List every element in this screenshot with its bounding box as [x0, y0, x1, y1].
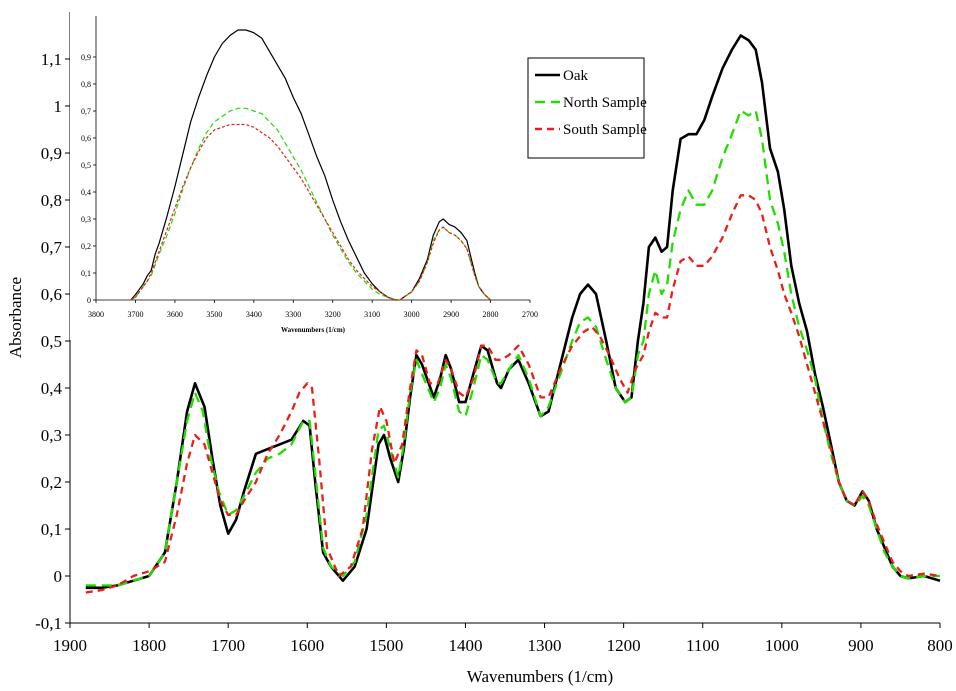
inset-x-tick-label: 3200: [325, 310, 341, 319]
inset-y-tick-label: 0,7: [81, 107, 91, 116]
legend-label-south-sample: South Sample: [563, 122, 647, 138]
y-tick-label: 1,1: [41, 50, 62, 69]
inset-y-tick-label: 0,4: [81, 188, 91, 197]
y-tick-label: 0,5: [41, 332, 62, 351]
y-tick-label: 0,3: [41, 426, 62, 445]
x-tick-label: 800: [927, 636, 953, 655]
inset-x-tick-label: 3500: [206, 310, 222, 319]
x-tick-label: 1600: [290, 636, 324, 655]
x-tick-label: 1800: [132, 636, 166, 655]
inset-y-tick-label: 0,9: [81, 53, 91, 62]
inset-x-tick-label: 3300: [285, 310, 301, 319]
inset-x-tick-label: 3800: [88, 310, 104, 319]
x-tick-label: 1900: [53, 636, 87, 655]
y-tick-label: 0,7: [41, 238, 63, 257]
series-line-south-sample: [85, 194, 941, 594]
y-tick-label: 0,9: [41, 144, 62, 163]
x-tick-label: 1300: [528, 636, 562, 655]
inset-x-tick-label: 2700: [522, 310, 538, 319]
y-tick-label: 0,1: [41, 520, 62, 539]
inset-x-tick-label: 3000: [404, 310, 420, 319]
inset-x-tick-label: 3400: [246, 310, 262, 319]
x-tick-label: 900: [848, 636, 874, 655]
inset-y-tick-label: 0,1: [81, 269, 91, 278]
x-tick-label: 1100: [686, 636, 719, 655]
inset-plot-area: 0 0,1 0,2 0,3 0,4 0,5 0,6 0,7 0,8 0,9 3800 3700 3600…: [70, 12, 542, 340]
inset-y-tick-label: 0,5: [81, 161, 91, 170]
inset-x-tick-label: 3600: [167, 310, 183, 319]
inset-y-tick-label: 0: [87, 296, 91, 305]
y-axis-title: Absorbance: [6, 277, 25, 358]
inset-y-tick-label: 0,3: [81, 215, 91, 224]
y-tick-label: 1: [54, 97, 63, 116]
x-tick-label: 1200: [607, 636, 641, 655]
series-line-north-sample: [85, 109, 940, 587]
inset-y-tick-label: 0,2: [81, 242, 91, 251]
inset-y-tick-label: 0,6: [81, 134, 91, 143]
y-tick-label: 0,2: [41, 473, 62, 492]
inset-series-line-oak: [130, 29, 491, 301]
inset-background: [70, 12, 542, 340]
x-tick-label: 1700: [211, 636, 245, 655]
y-tick-label: -0,1: [35, 614, 62, 633]
y-tick-label: 0,8: [41, 191, 62, 210]
legend-label-north-sample: North Sample: [563, 95, 647, 111]
y-tick-label: 0: [54, 567, 63, 586]
inset-x-tick-label: 3100: [364, 310, 380, 319]
inset-series-line-south-sample: [130, 123, 491, 301]
main-plot-area: -0,1 0 0,1 0,2 0,3 0,4 0,5 0,6 0,7 0,8 0,9 1 1,1 1900…: [6, 12, 953, 686]
x-tick-label: 1500: [369, 636, 403, 655]
inset-x-axis-title: Wavenumbers (1/cm): [281, 326, 346, 334]
legend-label-oak: Oak: [563, 68, 588, 84]
y-tick-label: 0,4: [41, 379, 63, 398]
inset-x-tick-label: 2900: [443, 310, 459, 319]
x-axis-title: Wavenumbers (1/cm): [467, 667, 613, 686]
legend: Oak North Sample South Sample: [527, 57, 647, 159]
inset-y-tick-label: 0,8: [81, 80, 91, 89]
x-tick-label: 1000: [765, 636, 799, 655]
inset-x-tick-label: 2800: [483, 310, 499, 319]
inset-x-tick-label: 3700: [127, 310, 143, 319]
y-tick-label: 0,6: [41, 285, 62, 304]
x-tick-label: 1400: [448, 636, 482, 655]
